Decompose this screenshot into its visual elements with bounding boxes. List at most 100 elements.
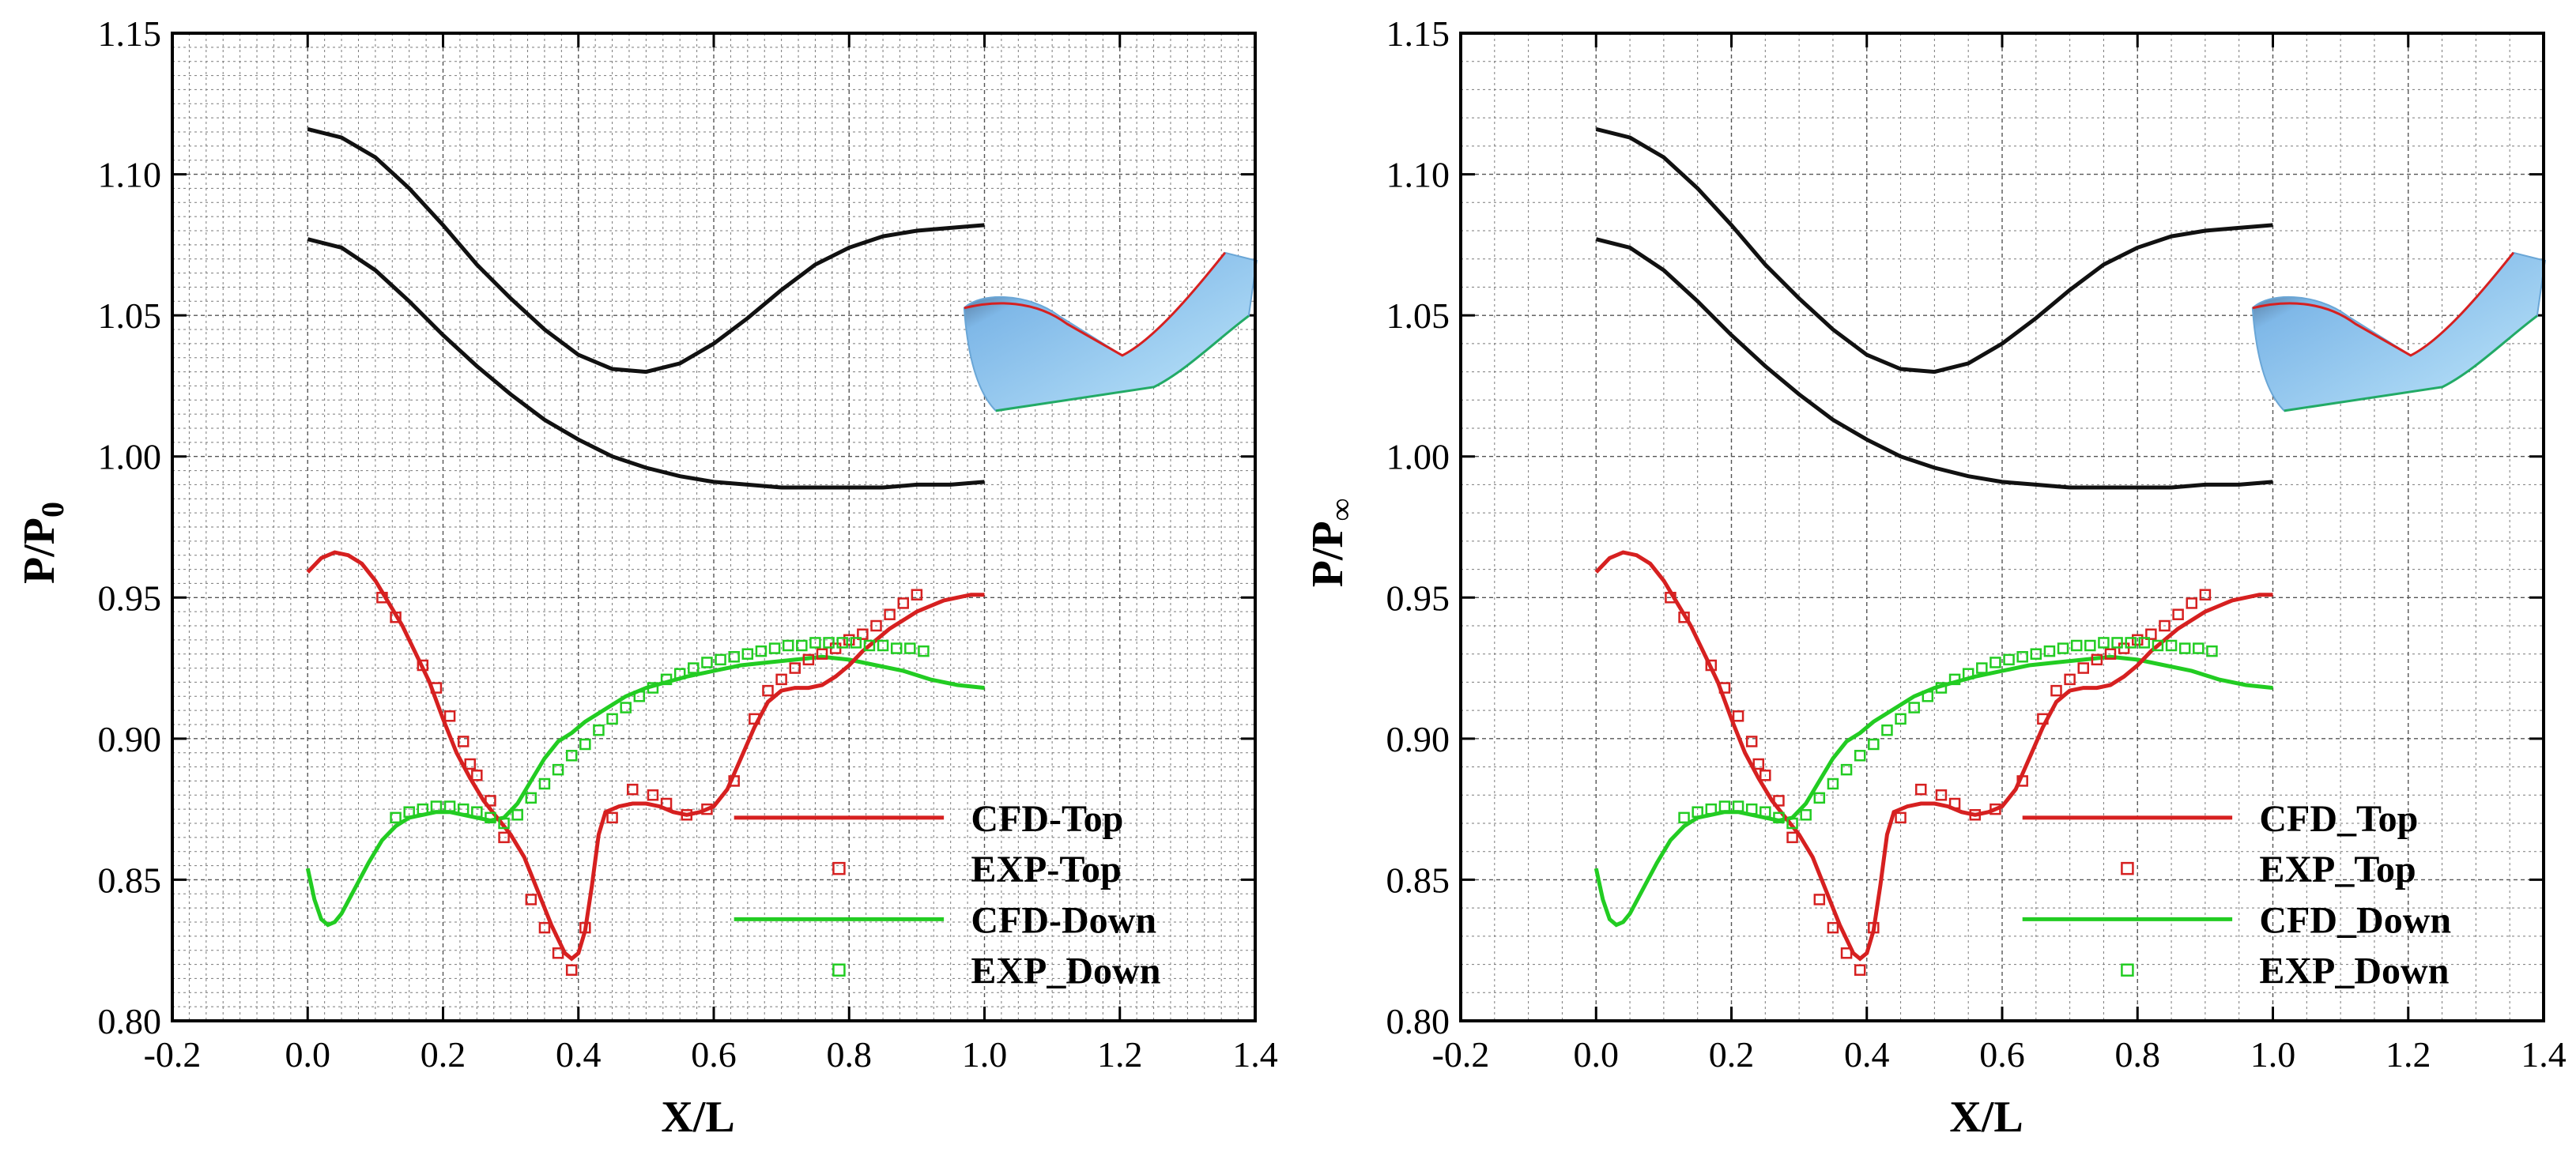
x-tick-label: 0.6 (691, 1034, 737, 1075)
exp-top-point (789, 662, 801, 674)
exp-down-point (1854, 750, 1866, 762)
legend-exp-top-swatch (832, 861, 846, 875)
exp-top-point (565, 964, 578, 976)
exp-top-point (1990, 803, 2001, 815)
exp-top-point (2016, 775, 2028, 787)
legend-exp-top-swatch (2121, 861, 2134, 875)
x-tick-label: 0.0 (1574, 1034, 1620, 1075)
exp-down-point (2125, 637, 2137, 649)
x-tick-label: 1.0 (2250, 1034, 2296, 1075)
y-tick-label: 0.95 (98, 578, 162, 618)
exp-down-point (1868, 738, 1880, 751)
aircraft-body-illustration (2251, 251, 2546, 412)
exp-down-point (2057, 642, 2069, 654)
exp-down-point (1692, 806, 1703, 818)
exp-top-point (538, 921, 551, 934)
exp-down-point (471, 806, 483, 818)
exp-top-point (2104, 648, 2117, 660)
legend-label: EXP-Top (971, 849, 1121, 890)
exp-top-point (2064, 673, 2076, 686)
exp-top-point (552, 947, 564, 959)
body-bottom-edge (995, 314, 1250, 412)
exp-down-point (1948, 673, 1961, 686)
exp-top-point (2199, 589, 2212, 600)
y-tick-label: 1.05 (98, 296, 162, 336)
exp-down-point (2016, 651, 2028, 663)
exp-down-point (863, 639, 876, 652)
exp-top-point (430, 682, 443, 694)
exp-down-point (579, 738, 591, 751)
exp-top-point (525, 894, 537, 905)
x-tick-label: 0.6 (1979, 1034, 2025, 1075)
exp-down-point (890, 642, 903, 654)
x-tick-label: 0.8 (827, 1034, 873, 1075)
y-tick-label: 1.10 (1386, 155, 1450, 195)
exp-top-point (443, 710, 456, 722)
exp-down-point (701, 657, 713, 668)
exp-down-point (390, 811, 402, 824)
exp-down-point (1773, 811, 1785, 824)
legend-exp-down-swatch (832, 963, 846, 977)
y-tick-label: 0.90 (1386, 719, 1450, 759)
exp-down-point (538, 777, 551, 790)
exp-top-point (1786, 831, 1798, 844)
series (305, 126, 985, 976)
exp-down-point (593, 724, 605, 736)
legend-label: EXP_Top (2259, 849, 2416, 890)
exp-down-point (809, 637, 821, 649)
exp-top-point (2132, 634, 2144, 646)
exp-top-point (1948, 797, 1961, 810)
y-tick-label: 1.15 (1386, 13, 1450, 54)
exp-down-point (2030, 648, 2042, 660)
exp-down-point (430, 800, 443, 812)
exp-top-point (1678, 612, 1690, 623)
exp-top-point (1827, 921, 1839, 934)
exp-top-point (1895, 811, 1907, 824)
exp-down-point (688, 662, 700, 674)
exp-down-point (823, 637, 835, 649)
exp-top-point (1935, 789, 1948, 801)
exp-top-point (857, 628, 869, 640)
y-tick-label: 0.95 (1386, 578, 1450, 618)
y-tick-label: 0.80 (1386, 1001, 1450, 1041)
exp-down-point (1759, 806, 1771, 818)
exp-down-point (918, 645, 930, 657)
exp-top-point (417, 659, 429, 672)
exp-top-point (911, 589, 923, 600)
exp-top-point (1732, 710, 1744, 722)
exp-down-point (904, 642, 916, 654)
body-bottom-edge (2284, 314, 2538, 412)
exp-down-point (443, 800, 456, 812)
exp-down-point (457, 803, 470, 815)
right-chart: -0.2 0.0 0.2 0.4 0.6 0.8 1.0 1.2 1.4 0.80 0.85 0.90… (1303, 13, 2567, 1142)
y-tick-label: 1.15 (98, 13, 162, 54)
exp-down-point (2193, 642, 2204, 654)
x-tick-label: 1.0 (962, 1034, 1008, 1075)
exp-top-point (457, 736, 470, 747)
x-tick-label: 1.2 (2386, 1034, 2431, 1075)
grid (172, 33, 1255, 1021)
legend-label: EXP_Down (971, 951, 1160, 992)
left-chart: -0.2 0.0 0.2 0.4 0.6 0.8 1.0 1.2 1.4 0.80 0.85 0.90… (15, 13, 1278, 1142)
geometry-upper-line (1595, 126, 2273, 375)
y-tick-label: 1.05 (1386, 296, 1450, 336)
x-tick-label: 1.2 (1097, 1034, 1143, 1075)
exp-top-point (390, 612, 402, 623)
exp-top-point (606, 811, 618, 824)
exp-down-point (2098, 637, 2110, 649)
exp-down-point (606, 713, 618, 725)
exp-top-point (1773, 795, 1785, 807)
y-tick-label: 1.00 (98, 437, 162, 477)
y-tick-label: 0.90 (98, 719, 162, 759)
exp-top-point (1752, 758, 1764, 770)
exp-down-point (403, 806, 415, 818)
exp-down-point (728, 651, 740, 663)
exp-top-point (816, 648, 828, 660)
y-axis-label: P/P0 (15, 502, 70, 584)
x-tick-label: 1.4 (1232, 1034, 1278, 1075)
body-top-edge (964, 251, 1226, 357)
exp-down-point (1732, 800, 1744, 812)
grid (1461, 33, 2544, 1021)
exp-down-point (741, 648, 754, 660)
